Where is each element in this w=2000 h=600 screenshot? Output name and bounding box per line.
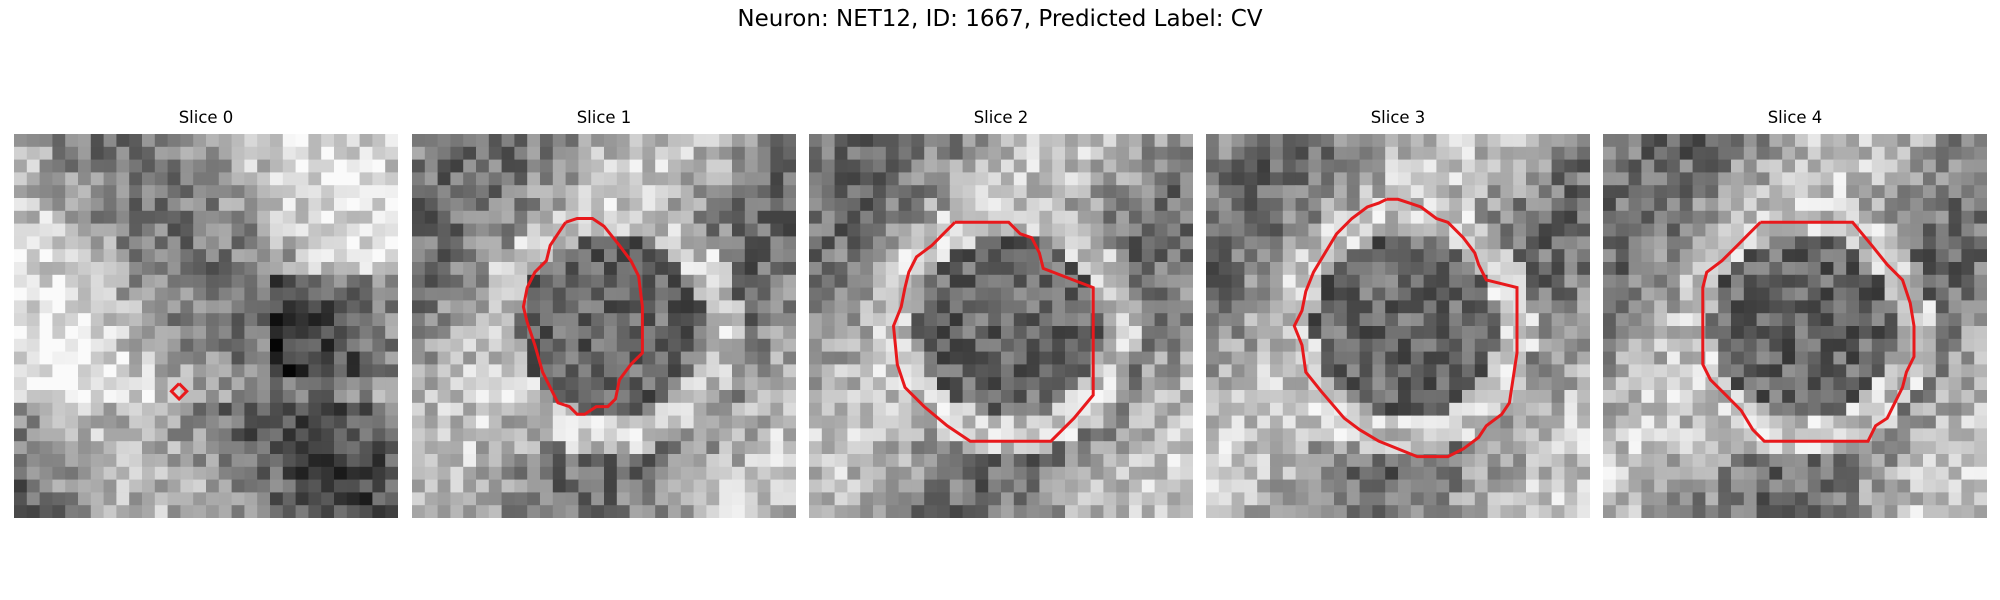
slice-image xyxy=(809,134,1193,518)
panel-title: Slice 1 xyxy=(576,108,632,127)
panel-title: Slice 3 xyxy=(1370,108,1426,127)
panel-title: Slice 0 xyxy=(178,108,234,127)
roi-contour xyxy=(521,217,644,416)
slice-image xyxy=(412,134,796,518)
panel-title: Slice 4 xyxy=(1767,108,1823,127)
roi-contour xyxy=(1701,220,1916,443)
roi-contour xyxy=(169,382,189,402)
roi-contour xyxy=(891,220,1095,443)
slice-image xyxy=(1603,134,1987,518)
panel-title: Slice 2 xyxy=(973,108,1029,127)
figure-title: Neuron: NET12, ID: 1667, Predicted Label… xyxy=(737,6,1263,32)
slice-image xyxy=(1206,134,1590,518)
slice-image xyxy=(14,134,398,518)
roi-contour xyxy=(1292,197,1519,459)
